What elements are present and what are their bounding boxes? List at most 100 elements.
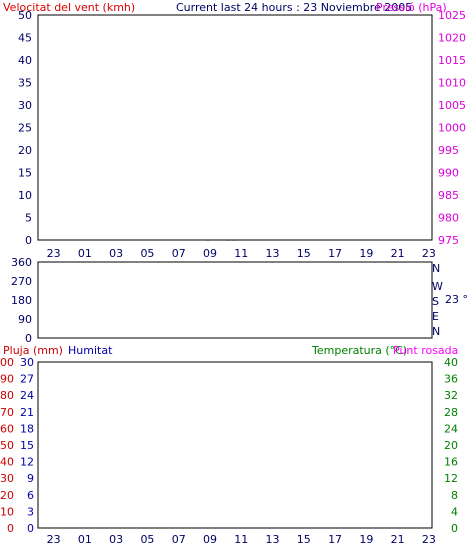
- x-tick-label-bottom: 07: [172, 533, 186, 546]
- rain-axis-title: Pluja (mm): [3, 344, 63, 357]
- dir-label-e: E: [432, 310, 439, 323]
- pressure-y-tick-label: 1010: [438, 77, 466, 90]
- rain-y-tick-label: 30: [0, 472, 14, 485]
- temperature-y-tick-label: 24: [444, 422, 458, 435]
- x-tick-label-bottom: 21: [391, 533, 405, 546]
- temperature-y-tick-label: 40: [444, 356, 458, 369]
- x-tick-label: 01: [78, 247, 92, 260]
- wind-y-tick-label: 45: [18, 32, 32, 45]
- rain-y-tick-label: 90: [0, 373, 14, 386]
- x-tick-label-bottom: 03: [109, 533, 123, 546]
- rain-y-tick-label: 70: [0, 406, 14, 419]
- pressure-y-tick-label: 990: [438, 167, 459, 180]
- direction-y-tick-label: 360: [11, 256, 32, 269]
- wind-y-tick-label: 35: [18, 77, 32, 90]
- pressure-axis-title: Pressió (hPa): [376, 1, 447, 14]
- humidity-inner-y-tick-label: 15: [20, 439, 34, 452]
- direction-panel-frame: [37, 261, 433, 339]
- x-tick-label: 13: [266, 247, 280, 260]
- humidity-panel-frame: [37, 361, 433, 529]
- humidity-inner-y-tick-label: 9: [27, 472, 34, 485]
- x-tick-label-bottom: 05: [140, 533, 154, 546]
- direction-y-tick-label: 0: [25, 332, 32, 345]
- humidity-inner-y-tick-label: 24: [20, 389, 34, 402]
- temperature-y-tick-label: 0: [451, 522, 458, 535]
- pressure-y-tick-label: 1005: [438, 99, 466, 112]
- wind-y-tick-label: 15: [18, 167, 32, 180]
- humidity-inner-y-tick-label: 18: [20, 422, 34, 435]
- rain-y-tick-label: 100: [0, 356, 14, 369]
- rain-y-tick-label: 50: [0, 439, 14, 452]
- dir-label-s: S: [432, 295, 439, 308]
- rain-y-tick-label: 80: [0, 389, 14, 402]
- rain-y-tick-label: 10: [0, 505, 14, 518]
- wind-y-tick-label: 50: [18, 9, 32, 22]
- current-direction-value: 23 °: [445, 293, 467, 306]
- x-tick-label-bottom: 19: [359, 533, 373, 546]
- humidity-axis-title: Humitat: [68, 344, 113, 357]
- humidity-inner-y-tick-label: 12: [20, 456, 34, 469]
- x-tick-label: 09: [203, 247, 217, 260]
- rain-y-tick-label: 0: [7, 522, 14, 535]
- pressure-y-tick-label: 1015: [438, 54, 466, 67]
- pressure-y-tick-label: 995: [438, 144, 459, 157]
- direction-y-tick-label: 180: [11, 294, 32, 307]
- temperature-y-tick-label: 4: [451, 505, 458, 518]
- x-tick-label-bottom: 17: [328, 533, 342, 546]
- wind-y-tick-label: 10: [18, 189, 32, 202]
- pressure-y-tick-label: 980: [438, 212, 459, 225]
- temperature-y-tick-label: 12: [444, 472, 458, 485]
- x-tick-label: 21: [391, 247, 405, 260]
- dir-label-n-top: N: [432, 262, 440, 275]
- direction-y-tick-label: 270: [11, 275, 32, 288]
- rain-y-tick-label: 60: [0, 422, 14, 435]
- x-tick-label-bottom: 13: [266, 533, 280, 546]
- pressure-y-tick-label: 1025: [438, 9, 466, 22]
- wind-chart-title: Velocitat del vent (kmh): [3, 1, 135, 14]
- temperature-y-tick-label: 8: [451, 489, 458, 502]
- wind-y-tick-label: 25: [18, 122, 32, 135]
- x-tick-label: 17: [328, 247, 342, 260]
- x-tick-label-bottom: 01: [78, 533, 92, 546]
- x-tick-label: 03: [109, 247, 123, 260]
- temperature-y-tick-label: 28: [444, 406, 458, 419]
- humidity-inner-y-tick-label: 3: [27, 505, 34, 518]
- x-tick-label-bottom: 09: [203, 533, 217, 546]
- wind-panel-frame: [37, 14, 433, 241]
- dir-label-n-bottom: N: [432, 325, 440, 338]
- x-tick-label-bottom: 23: [422, 533, 436, 546]
- humidity-inner-y-tick-label: 30: [20, 356, 34, 369]
- x-tick-label: 23: [422, 247, 436, 260]
- temperature-y-tick-label: 20: [444, 439, 458, 452]
- temperature-y-tick-label: 32: [444, 389, 458, 402]
- period-title: Current last 24 hours : 23 Noviembre 200…: [176, 1, 412, 14]
- pressure-y-tick-label: 1020: [438, 32, 466, 45]
- x-tick-label: 11: [234, 247, 248, 260]
- x-tick-label: 05: [140, 247, 154, 260]
- x-tick-label: 15: [297, 247, 311, 260]
- pressure-y-tick-label: 975: [438, 234, 459, 247]
- humidity-inner-y-tick-label: 21: [20, 406, 34, 419]
- x-tick-label: 23: [47, 247, 61, 260]
- dir-label-w: W: [432, 280, 443, 293]
- wind-y-tick-label: 30: [18, 99, 32, 112]
- x-tick-label-bottom: 23: [47, 533, 61, 546]
- x-tick-label: 19: [359, 247, 373, 260]
- wind-y-tick-label: 5: [25, 212, 32, 225]
- temperature-y-tick-label: 36: [444, 373, 458, 386]
- wind-y-tick-label: 0: [25, 234, 32, 247]
- pressure-y-tick-label: 1000: [438, 122, 466, 135]
- humidity-inner-y-tick-label: 27: [20, 373, 34, 386]
- temperature-axis-title: Temperatura (°C): [311, 344, 407, 357]
- humidity-inner-y-tick-label: 6: [27, 489, 34, 502]
- axes-layer: 0510152025303540455097598098599099510001…: [0, 9, 466, 546]
- pressure-y-tick-label: 985: [438, 189, 459, 202]
- x-tick-label: 07: [172, 247, 186, 260]
- rain-y-tick-label: 40: [0, 456, 14, 469]
- wind-y-tick-label: 20: [18, 144, 32, 157]
- rain-y-tick-label: 20: [0, 489, 14, 502]
- direction-y-tick-label: 90: [18, 313, 32, 326]
- humidity-inner-y-tick-label: 0: [27, 522, 34, 535]
- x-tick-label-bottom: 15: [297, 533, 311, 546]
